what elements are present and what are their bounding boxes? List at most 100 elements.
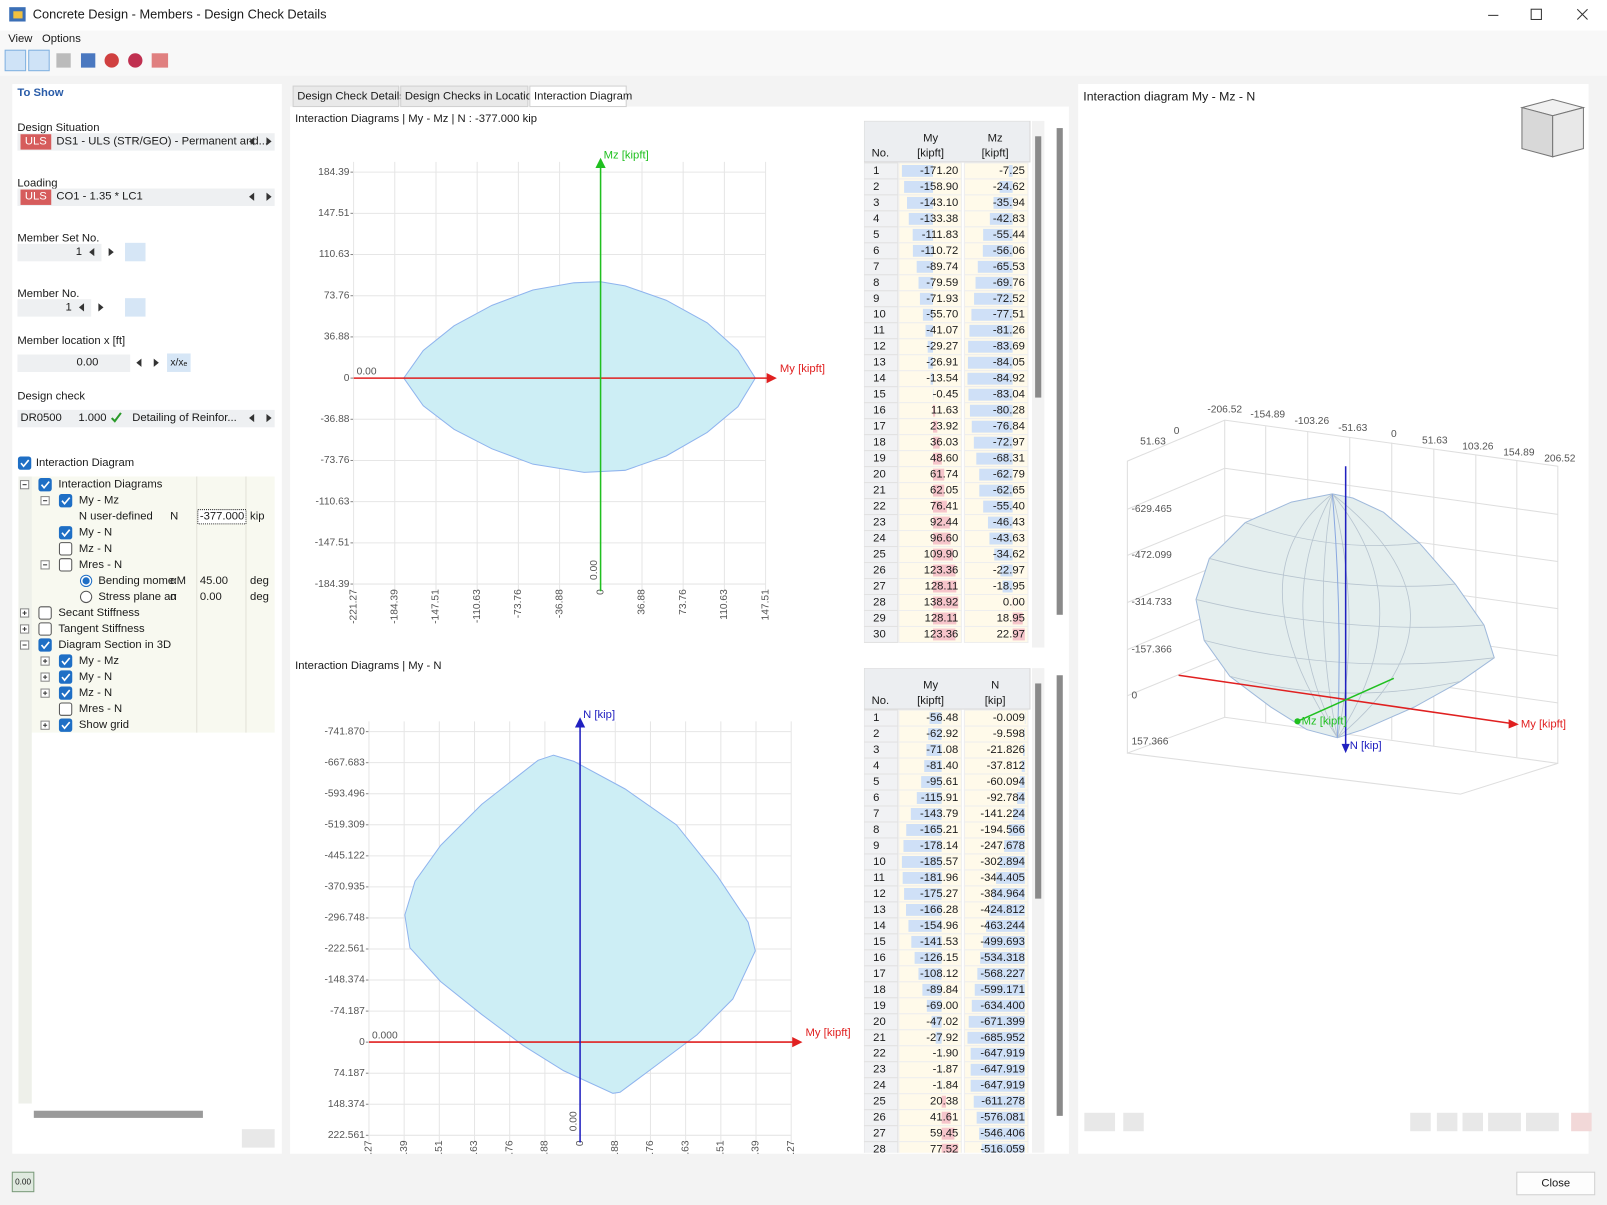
checkbox[interactable] [58,494,73,508]
tool-button[interactable] [1526,1112,1559,1132]
print-button[interactable] [241,1129,275,1148]
data-bar [933,628,956,641]
cell-value: -89.74 [926,261,958,273]
data-bar [926,744,942,756]
checkbox[interactable] [58,526,73,540]
view-cube[interactable] [1519,98,1586,158]
checkbox[interactable] [38,638,52,652]
cell-value: -68.31 [993,453,1025,465]
status-icon[interactable] [11,1171,35,1193]
ratio-button[interactable] [167,353,191,372]
checkbox[interactable] [38,622,52,636]
top-tick-label: 51.63 [1422,435,1448,446]
toolbar [4,49,169,72]
nav-arrows[interactable] [249,192,272,201]
outer-scrollbar-thumb[interactable] [1056,675,1063,1116]
checkbox[interactable] [58,558,73,572]
cell-value: -115.91 [921,792,958,804]
radio[interactable] [79,590,93,604]
radio-dot [82,577,90,585]
row-number: 6 [873,245,879,257]
check-description: Detailing of Reinfor... [132,412,237,424]
row-no-cell [863,725,899,743]
h-scrollbar[interactable] [33,1110,203,1118]
maximize-button[interactable] [1530,8,1542,20]
cell-value: -62.92 [926,728,958,740]
row-number: 27 [873,581,886,593]
y-tick-label: 0 [344,373,350,384]
print-button[interactable] [1084,1112,1116,1132]
data-bar [933,484,945,497]
data-bar [902,871,942,884]
tool-button[interactable] [1488,1112,1521,1132]
select-button[interactable] [125,242,146,262]
spin-box[interactable] [17,299,92,317]
row-number: 4 [873,760,879,772]
checkbox[interactable] [58,702,73,716]
tool-button[interactable] [56,53,71,68]
tab[interactable] [292,85,400,108]
tool-button[interactable] [1123,1112,1144,1132]
data-bar [974,983,1025,996]
cell-value: -56.48 [926,712,958,724]
select-button[interactable] [125,298,146,317]
tool-button[interactable] [4,49,27,72]
spin-box[interactable] [17,354,131,372]
checkbox[interactable] [38,478,52,492]
nav-arrows[interactable] [136,358,159,367]
data-bar [918,276,934,289]
tree-label: Tangent Stiffness [58,623,145,635]
cell-value: -62.79 [993,469,1025,481]
checkbox[interactable] [58,686,73,700]
row-number: 28 [873,596,886,608]
tool-button[interactable] [28,49,50,72]
data-bar [969,404,1013,417]
tool-button[interactable] [104,53,119,68]
cell-value: -55.70 [926,309,958,321]
checkbox[interactable] [58,542,73,556]
v-scrollbar-thumb[interactable] [1035,136,1042,398]
v-scrollbar-thumb[interactable] [1035,683,1042,899]
data-bar [1023,744,1025,756]
checkbox[interactable] [58,670,73,684]
spin-box[interactable] [17,243,102,262]
combo-box[interactable] [17,133,275,151]
checkbox[interactable] [58,718,73,732]
tab[interactable] [400,85,529,108]
checkbox[interactable] [17,456,32,470]
tool-button[interactable] [1410,1112,1431,1132]
combo-box[interactable] [17,409,275,428]
cell-value: -141.224 [980,808,1024,820]
nav-arrows[interactable] [249,137,272,146]
tool-button[interactable] [151,53,169,68]
tool-button[interactable] [128,53,143,68]
data-bar [970,1063,1025,1076]
interaction-area [403,281,756,473]
vertical-tick-label: -157.366 [1131,644,1172,655]
outer-scrollbar-thumb[interactable] [1056,128,1063,615]
checkbox[interactable] [58,654,73,668]
axis-label-n: N [kip] [1350,740,1382,752]
tool-button[interactable] [1462,1112,1483,1132]
cell-value: -71.93 [926,293,958,305]
tool-button[interactable] [80,53,96,68]
tool-button[interactable] [1436,1112,1458,1132]
value-box[interactable] [197,509,247,525]
data-bar [933,468,945,481]
nav-arrows[interactable] [78,303,104,312]
cell-value: -69.00 [926,1000,958,1012]
tool-button[interactable] [1571,1112,1592,1132]
combo-box[interactable] [17,188,275,206]
tree-label: Mres - N [79,559,122,571]
nav-arrows[interactable] [89,247,114,257]
data-bar [973,1095,1025,1108]
x-tick-label: 147.51 [760,589,771,621]
checkbox[interactable] [38,606,52,620]
close-window-button[interactable] [1576,8,1588,20]
x-tick-label: -110.63 [472,589,483,623]
nav-arrows[interactable] [249,413,272,423]
top-tick-label: -154.89 [1250,410,1285,421]
cell-value: -71.08 [926,744,958,756]
close-button[interactable] [1516,1171,1596,1196]
tab[interactable] [529,85,627,108]
